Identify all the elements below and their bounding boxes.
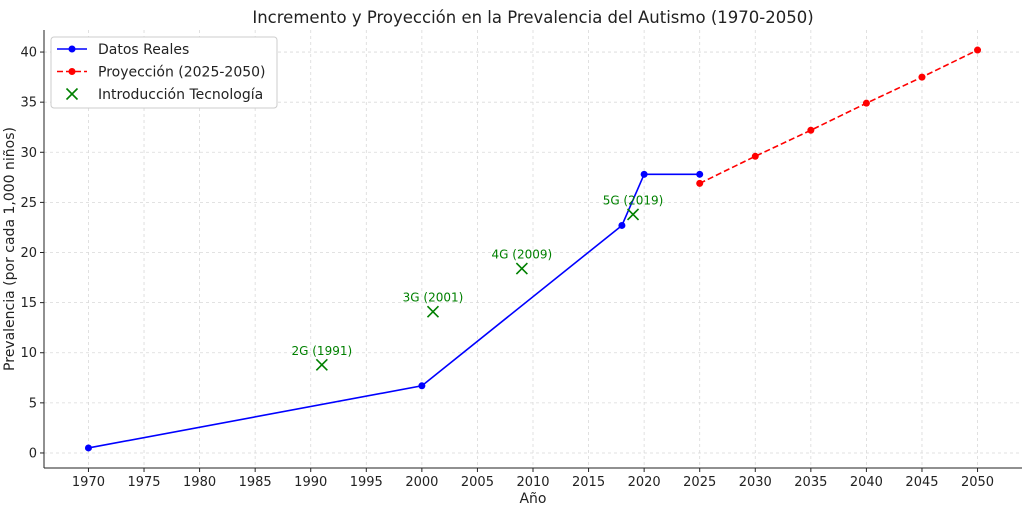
data-point [918, 73, 926, 81]
data-point [84, 444, 92, 452]
series-line [88, 173, 700, 449]
data-point [618, 221, 626, 229]
x-tick-label: 2020 [628, 475, 661, 490]
y-tick-label: 15 [20, 296, 37, 311]
legend-item: Datos Reales [57, 42, 189, 58]
legend-label: Proyección (2025-2050) [98, 65, 266, 81]
y-tick-label: 25 [20, 196, 37, 211]
series-line [699, 49, 978, 185]
legend-item: Introducción Tecnología [65, 87, 263, 103]
legend-marker [68, 45, 76, 53]
y-tick-label: 5 [29, 396, 37, 411]
tech-marker [626, 208, 640, 221]
chart-title: Incremento y Proyección en la Prevalenci… [252, 8, 813, 27]
marker-stroke [315, 358, 328, 371]
x-tick-label: 2000 [405, 475, 438, 490]
legend-label: Introducción Tecnología [98, 87, 263, 103]
legend-marker [68, 68, 76, 75]
y-tick-label: 20 [20, 246, 37, 261]
x-axis-label: Año [519, 491, 546, 507]
y-axis-label: Prevalencia (por cada 1,000 niños) [2, 127, 18, 371]
y-tick-label: 30 [20, 146, 37, 161]
data-point [974, 46, 982, 54]
legend-item: Proyección (2025-2050) [57, 65, 266, 81]
data-point [862, 99, 870, 107]
x-tick-label: 1980 [183, 475, 216, 490]
data-point [696, 170, 704, 178]
annotations: 2G (1991) 3G (2001) 4G (2009) 5G (2019) [292, 193, 664, 371]
x-tick-label: 2040 [850, 475, 883, 490]
plot-area [84, 46, 982, 452]
x-tick-label: 1990 [294, 475, 327, 490]
legend-label: Datos Reales [98, 42, 189, 58]
y-tick-label: 0 [29, 446, 37, 461]
y-tick-label: 35 [20, 96, 37, 111]
tech-annotation: 4G (2009) [492, 248, 553, 262]
y-tick-label: 10 [20, 346, 37, 361]
x-tick-label: 2035 [794, 475, 827, 490]
x-tick-label: 2010 [516, 475, 549, 490]
tech-marker [315, 358, 328, 371]
marker-stroke [515, 262, 528, 275]
tech-marker [515, 262, 528, 275]
legend-box [50, 36, 278, 109]
tech-annotation: 3G (2001) [403, 291, 464, 305]
x-tick-label: 2015 [572, 475, 605, 490]
x-tick-label: 2045 [905, 475, 938, 490]
x-tick-label: 1970 [72, 475, 105, 490]
data-point [418, 382, 426, 390]
x-tick-label: 2005 [461, 475, 494, 490]
data-point [696, 179, 704, 187]
data-point [751, 152, 759, 160]
axes: 1970 1975 1980 1985 1990 1995 2000 2005 2010 2015… [20, 30, 1022, 490]
x-tick-label: 1995 [350, 475, 383, 490]
tech-annotation: 5G (2019) [603, 193, 664, 207]
tech-annotation: 2G (1991) [292, 344, 353, 358]
tech-marker [426, 305, 440, 318]
marker-stroke [626, 208, 640, 221]
y-tick-label: 40 [20, 46, 37, 61]
x-tick-label: 1975 [127, 475, 160, 490]
legend: Datos Reales Proyección (2025-2050) Introd… [50, 36, 278, 109]
x-tick-label: 1985 [239, 475, 272, 490]
x-tick-label: 2025 [683, 475, 716, 490]
data-point [640, 170, 648, 178]
data-point [807, 126, 815, 134]
legend-marker [65, 87, 79, 101]
x-tick-label: 2030 [739, 475, 772, 490]
marker-stroke [426, 305, 440, 318]
x-tick-label: 2050 [961, 475, 994, 490]
